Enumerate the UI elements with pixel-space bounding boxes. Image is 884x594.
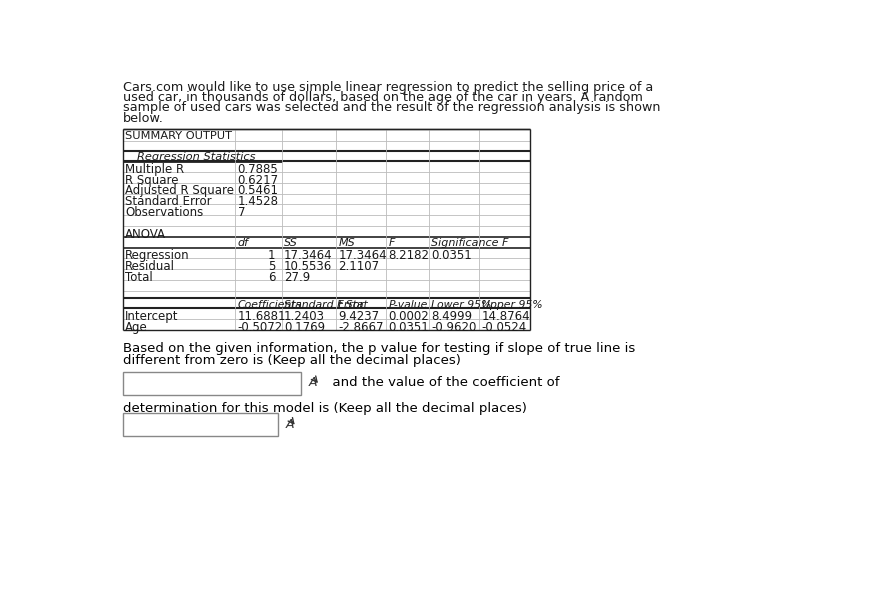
Text: Lower 95%: Lower 95%	[431, 300, 492, 310]
Text: 1: 1	[268, 249, 276, 262]
Text: Residual: Residual	[126, 260, 175, 273]
Text: t Stat: t Stat	[339, 300, 368, 310]
Text: 6: 6	[268, 271, 276, 284]
Text: and the value of the coefficient of: and the value of the coefficient of	[324, 376, 560, 389]
Text: A: A	[309, 376, 317, 389]
Bar	[123, 413, 278, 436]
Text: 17.3464: 17.3464	[339, 249, 387, 262]
Text: SS: SS	[284, 238, 298, 248]
Text: Standard Error: Standard Error	[126, 195, 212, 208]
Text: Regression Statistics: Regression Statistics	[137, 152, 255, 162]
Text: -2.8667: -2.8667	[339, 321, 384, 334]
Text: 14.8764: 14.8764	[482, 310, 530, 323]
Text: 0.7885: 0.7885	[238, 163, 278, 176]
Text: 17.3464: 17.3464	[284, 249, 332, 262]
Text: 5: 5	[268, 260, 276, 273]
Text: ANOVA: ANOVA	[126, 228, 166, 241]
Text: Upper 95%: Upper 95%	[482, 300, 543, 310]
Text: Adjusted R Square: Adjusted R Square	[126, 185, 234, 197]
Text: -0.0524: -0.0524	[482, 321, 527, 334]
Text: F: F	[389, 238, 395, 248]
Text: Regression: Regression	[126, 249, 190, 262]
Text: 11.6881: 11.6881	[238, 310, 286, 323]
Text: Significance F: Significance F	[431, 238, 508, 248]
Text: Total: Total	[126, 271, 153, 284]
Text: 0.1769: 0.1769	[284, 321, 325, 334]
Text: Intercept: Intercept	[126, 310, 179, 323]
Text: 10.5536: 10.5536	[284, 260, 332, 273]
Text: 7: 7	[238, 206, 245, 219]
Text: MS: MS	[339, 238, 355, 248]
Bar	[123, 372, 301, 394]
Text: Multiple R: Multiple R	[126, 163, 185, 176]
Text: P-value: P-value	[389, 300, 428, 310]
Text: 27.9: 27.9	[284, 271, 310, 284]
Text: 2.1107: 2.1107	[339, 260, 379, 273]
Text: df: df	[238, 238, 248, 248]
Text: -0.9620: -0.9620	[431, 321, 476, 334]
Text: -0.5072: -0.5072	[238, 321, 283, 334]
Text: Standard Error: Standard Error	[284, 300, 364, 310]
Text: Observations: Observations	[126, 206, 203, 219]
Text: Cars.com would like to use simple linear regression to predict the selling price: Cars.com would like to use simple linear…	[123, 81, 653, 93]
Text: 1.2403: 1.2403	[284, 310, 325, 323]
Text: sample of used cars was selected and the result of the regression analysis is sh: sample of used cars was selected and the…	[123, 102, 660, 114]
Text: SUMMARY OUTPUT: SUMMARY OUTPUT	[126, 131, 232, 141]
Text: Based on the given information, the p value for testing if slope of true line is: Based on the given information, the p va…	[123, 342, 635, 355]
Text: below.: below.	[123, 112, 164, 125]
Text: 0.0002: 0.0002	[389, 310, 430, 323]
Text: A: A	[286, 418, 294, 431]
Text: different from zero is (Keep all the decimal places): different from zero is (Keep all the dec…	[123, 354, 461, 367]
Text: determination for this model is (Keep all the decimal places): determination for this model is (Keep al…	[123, 402, 527, 415]
Text: 1.4528: 1.4528	[238, 195, 278, 208]
Text: 0.6217: 0.6217	[238, 173, 278, 187]
Text: 9.4237: 9.4237	[339, 310, 379, 323]
Text: 0.5461: 0.5461	[238, 185, 278, 197]
Text: 8.4999: 8.4999	[431, 310, 472, 323]
Text: used car, in thousands of dollars, based on the age of the car in years. A rando: used car, in thousands of dollars, based…	[123, 91, 643, 104]
Text: 0.0351: 0.0351	[431, 249, 472, 262]
Text: R Square: R Square	[126, 173, 179, 187]
Text: 8.2182: 8.2182	[389, 249, 430, 262]
Text: 0.0351: 0.0351	[389, 321, 430, 334]
Text: Coefficients: Coefficients	[238, 300, 301, 310]
Text: Age: Age	[126, 321, 148, 334]
